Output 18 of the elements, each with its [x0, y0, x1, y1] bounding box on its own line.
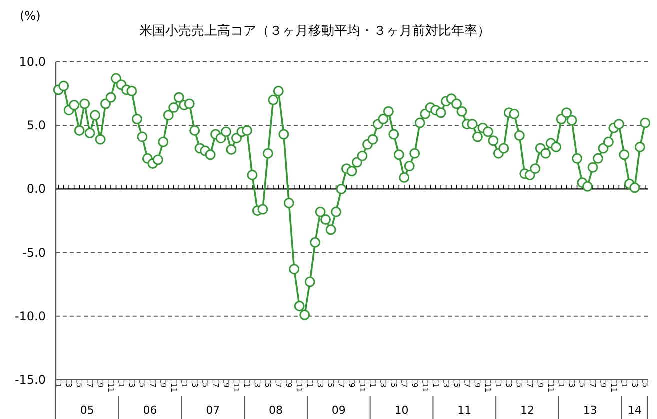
- text: 05: [80, 404, 94, 417]
- text: 13: [583, 404, 598, 417]
- text: 11: [458, 404, 472, 417]
- text: 08: [269, 404, 284, 417]
- y-tick-label: -10.0: [14, 309, 46, 324]
- text: 06: [143, 404, 158, 417]
- y-tick-label: -5.0: [22, 246, 46, 260]
- y-tick-label: -15.0: [14, 373, 46, 387]
- text: 09: [332, 404, 346, 417]
- y-tick-label: 10.0: [19, 55, 46, 69]
- y-tick-label: 0.0: [26, 182, 46, 196]
- chart-title: 米国小売売上高コア（３ヶ月移動平均・３ヶ月前対比年率）: [140, 23, 490, 39]
- text: 14: [628, 404, 642, 417]
- text: 10: [394, 404, 409, 417]
- text: 12: [520, 404, 535, 417]
- y-axis-title: (%): [20, 9, 41, 23]
- y-tick-label: 5.0: [26, 118, 46, 133]
- text: 07: [206, 404, 220, 417]
